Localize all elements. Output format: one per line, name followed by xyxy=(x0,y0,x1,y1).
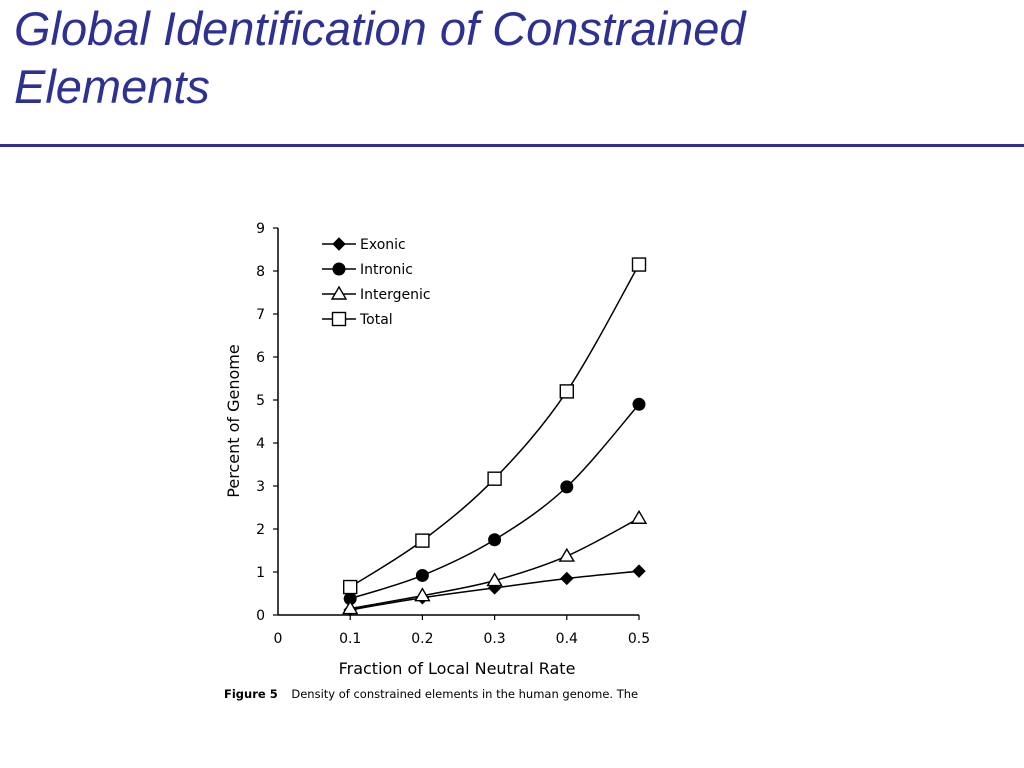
y-axis-label: Percent of Genome xyxy=(224,344,243,497)
figure-caption-text: Density of constrained elements in the h… xyxy=(291,687,638,701)
legend-total-label: Total xyxy=(359,312,393,328)
intronic-point xyxy=(632,397,646,411)
exonic-point xyxy=(632,564,646,578)
x-tick-label: 0.1 xyxy=(339,631,361,647)
chart-markers xyxy=(341,257,648,617)
y-tick-label: 2 xyxy=(256,522,265,538)
y-tick-label: 7 xyxy=(256,307,265,323)
x-axis-label: Fraction of Local Neutral Rate xyxy=(339,659,576,678)
legend-intronic-marker xyxy=(332,262,346,276)
total-point xyxy=(631,257,647,272)
intergenic-point xyxy=(558,547,576,562)
exonic-point xyxy=(560,571,574,586)
chart-legend: Exonic Intronic Intergenic Total xyxy=(322,237,431,328)
slide-title-line-1: Global Identification of Constrained xyxy=(14,2,746,55)
figure-caption: Figure 5 Density of constrained elements… xyxy=(224,687,638,701)
total-point xyxy=(415,533,430,548)
intergenic-point xyxy=(486,572,503,587)
legend-intergenic-marker xyxy=(330,285,348,300)
intergenic-point xyxy=(414,587,431,602)
x-tick-label: 0.2 xyxy=(411,631,433,647)
chart-axes: 0 1 2 3 4 5 6 7 8 9 0 0.1 0.2 0.3 0.4 0.5 xyxy=(256,221,650,647)
chart-series-lines xyxy=(349,264,640,611)
total-point xyxy=(343,579,358,595)
y-tick-label: 9 xyxy=(256,221,265,237)
slide-title: Global Identification of Constrained Ele… xyxy=(14,0,994,116)
legend-exonic-marker xyxy=(332,237,346,251)
intronic-point xyxy=(488,533,502,547)
intergenic-point xyxy=(341,600,359,615)
y-tick-label: 3 xyxy=(256,479,265,495)
x-tick-label: 0.5 xyxy=(628,631,650,647)
legend-total-marker xyxy=(331,311,347,327)
title-rule xyxy=(0,144,1024,147)
slide-title-line-2: Elements xyxy=(14,60,210,113)
intergenic-series-line xyxy=(350,517,640,610)
intronic-point xyxy=(415,568,429,582)
y-tick-label: 0 xyxy=(256,608,265,624)
legend-exonic-label: Exonic xyxy=(360,237,406,253)
y-tick-label: 8 xyxy=(256,264,265,280)
y-tick-label: 5 xyxy=(256,393,265,409)
y-tick-label: 1 xyxy=(256,565,265,581)
intronic-series-line xyxy=(349,403,640,600)
x-tick-label: 0.3 xyxy=(483,631,505,647)
legend-intergenic-label: Intergenic xyxy=(360,287,431,303)
y-tick-label: 6 xyxy=(256,350,265,366)
intronic-point xyxy=(560,480,574,494)
x-tick-label: 0 xyxy=(274,631,283,647)
total-point xyxy=(559,384,574,399)
intronic-point xyxy=(343,592,357,606)
total-point xyxy=(487,471,502,486)
x-tick-label: 0.4 xyxy=(556,631,578,647)
legend-intronic-label: Intronic xyxy=(360,262,413,278)
figure-caption-label: Figure 5 xyxy=(224,687,278,701)
intergenic-point xyxy=(630,509,648,524)
y-tick-label: 4 xyxy=(256,436,265,452)
